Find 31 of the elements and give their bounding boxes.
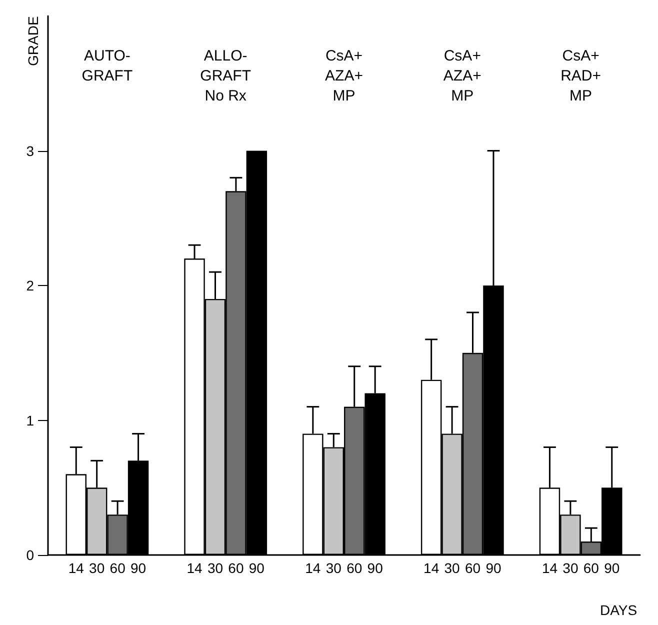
y-tick-label: 1 (26, 412, 34, 428)
series-label: 14 (68, 560, 84, 576)
series-label: 90 (130, 560, 146, 576)
text: 60 (464, 560, 481, 576)
x-tick-label: ALLO- GRAFT No Rx (200, 48, 252, 104)
y-tick-label: 3 (26, 142, 34, 159)
text: 30 (326, 560, 342, 576)
text: 90 (367, 560, 383, 576)
x-axis-title: DAYS (600, 602, 638, 618)
x-tick-label: CsA+ AZA+ MP (443, 48, 482, 104)
text: 14 (186, 560, 202, 576)
text: 30 (444, 560, 460, 576)
text: 90 (486, 560, 502, 576)
x-tick-label: CsA+ AZA+ MP (325, 48, 364, 104)
text: 60 (583, 560, 599, 576)
x-tick-label: AUTO- GRAFT (82, 48, 133, 84)
text: 30 (207, 560, 224, 576)
y-axis-title: GRADE (25, 16, 41, 66)
text: 60 (228, 560, 244, 576)
text: 14 (424, 560, 440, 576)
x-tick-label: CsA+ RAD+ MP (560, 48, 602, 104)
text: 60 (346, 560, 362, 576)
text: 90 (248, 560, 264, 576)
series-label: 60 (110, 560, 126, 576)
y-tick-label: 0 (26, 547, 34, 563)
text: 14 (542, 560, 558, 576)
series-label: 30 (89, 560, 105, 576)
y-tick-label: 2 (26, 278, 34, 294)
text: 90 (604, 560, 620, 576)
text: 30 (562, 560, 578, 576)
text: 14 (305, 560, 321, 576)
